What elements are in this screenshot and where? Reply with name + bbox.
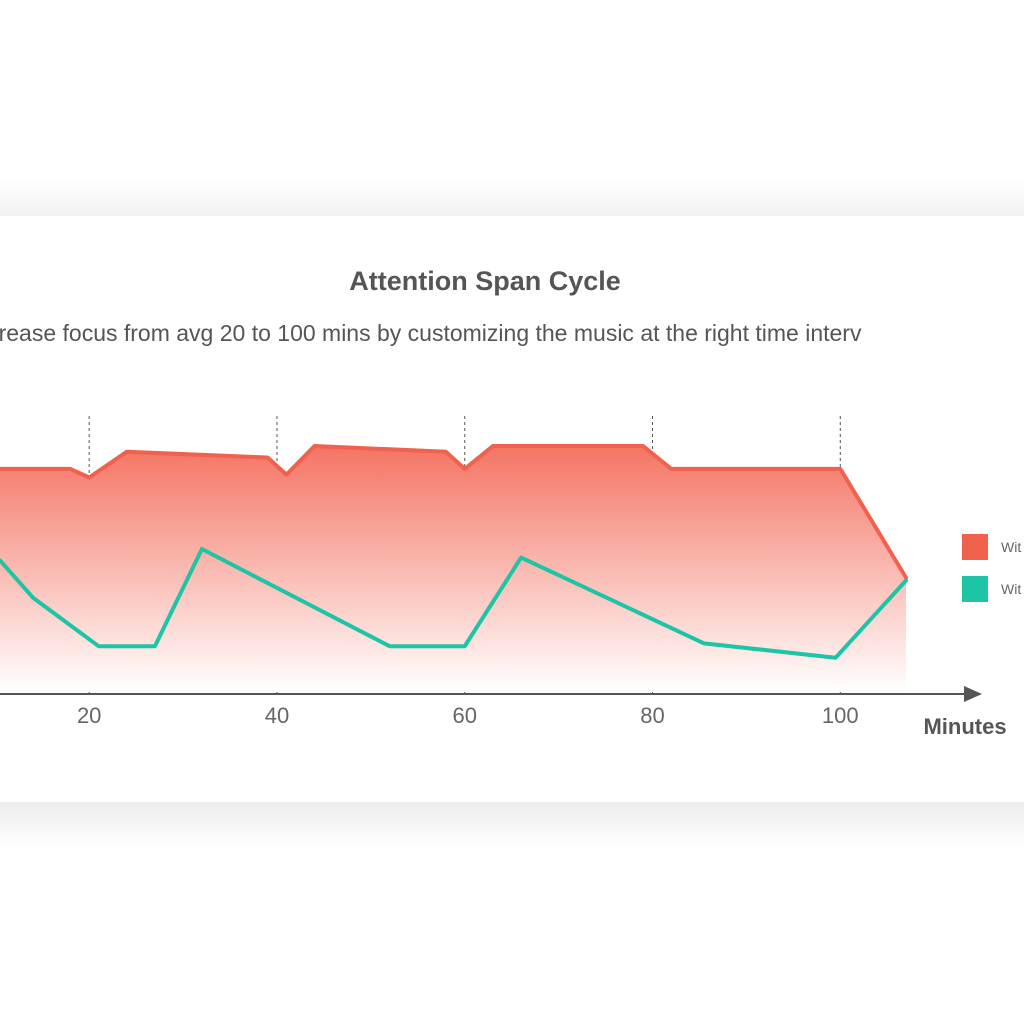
- x-tick-label: 100: [822, 703, 859, 728]
- legend-swatch: [962, 534, 988, 560]
- series-0-line: [0, 444, 908, 580]
- area-layer: [0, 446, 906, 692]
- chart-card: Attention Span Cycle e increase focus fr…: [0, 216, 1024, 802]
- chart-subtitle: e increase focus from avg 20 to 100 mins…: [0, 320, 862, 346]
- series-1-line: [0, 547, 908, 660]
- top-shadow-band: [0, 178, 1024, 218]
- series-0-area: [0, 446, 906, 692]
- legend-swatch: [962, 576, 988, 602]
- bottom-shadow-band: [0, 802, 1024, 848]
- x-axis-arrow: [964, 686, 982, 702]
- legend-label: Wit: [1001, 581, 1021, 597]
- line-layer: [0, 444, 908, 660]
- legend-label: Wit: [1001, 539, 1021, 555]
- x-tick-label: 80: [640, 703, 664, 728]
- chart-title: Attention Span Cycle: [349, 266, 621, 296]
- attention-chart: 20 40 60 80 100 Minutes Wit Wit: [0, 416, 1021, 739]
- x-tick-label: 60: [452, 703, 476, 728]
- x-axis: [0, 686, 982, 702]
- x-tick-labels: 20 40 60 80 100: [77, 703, 859, 728]
- legend: Wit Wit: [962, 534, 1021, 602]
- x-axis-title: Minutes: [923, 714, 1006, 739]
- x-tick-label: 40: [265, 703, 289, 728]
- x-tick-label: 20: [77, 703, 101, 728]
